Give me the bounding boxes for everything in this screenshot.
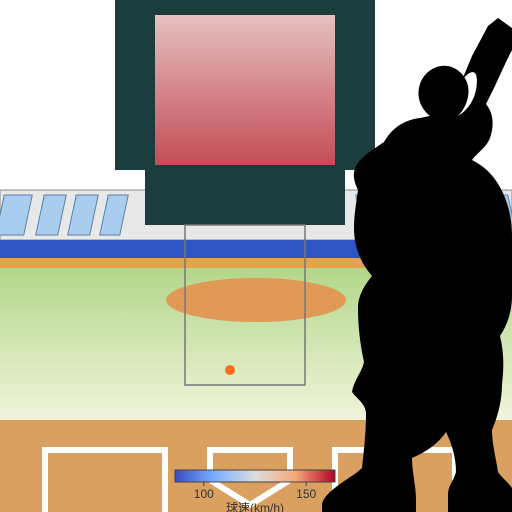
pitchers-mound: [166, 278, 346, 322]
speed-colorbar: [175, 470, 335, 482]
scoreboard-screen: [155, 15, 335, 165]
pitch-marker[interactable]: [225, 365, 235, 375]
colorbar-tick-label: 150: [296, 487, 316, 501]
colorbar-tick-label: 100: [194, 487, 214, 501]
scoreboard-support: [145, 170, 345, 225]
pitch-location-scene: 100 150 球速(km/h): [0, 0, 512, 512]
colorbar-label: 球速(km/h): [226, 501, 284, 512]
